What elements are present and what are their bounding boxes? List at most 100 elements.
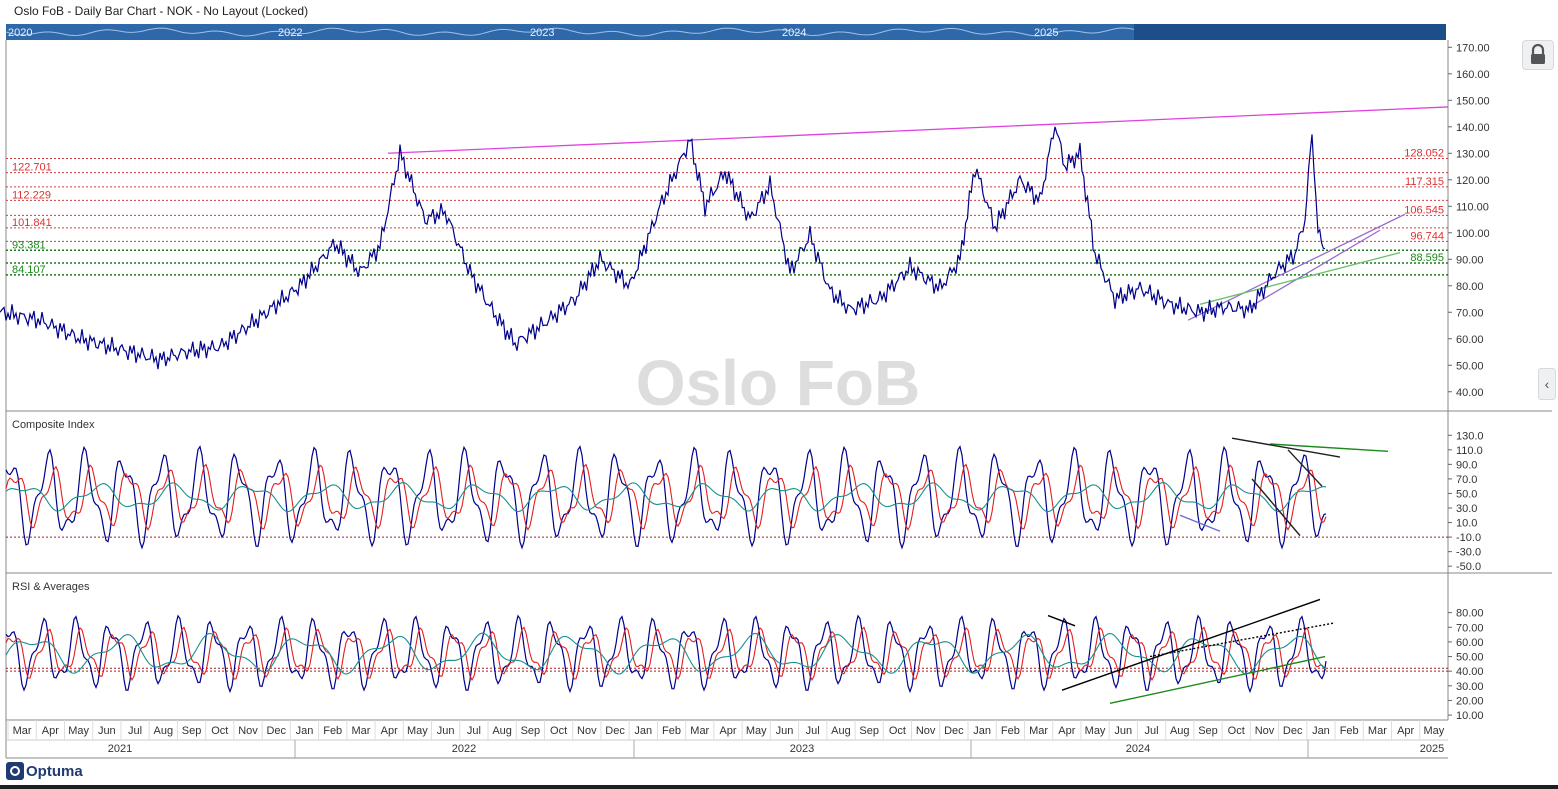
indicator-series-line <box>5 482 1327 513</box>
status-bar <box>0 785 1558 789</box>
x-tick-label: Dec <box>605 725 625 737</box>
x-tick-label: Feb <box>1001 725 1020 737</box>
y-tick-label: 130.0 <box>1456 430 1484 442</box>
navigator-year-label: 2024 <box>782 27 806 39</box>
level-label: 88.595 <box>1410 252 1444 264</box>
x-tick-label: Apr <box>719 725 736 737</box>
x-tick-label: Oct <box>1228 725 1245 737</box>
x-axis: Mar Apr May Jun Jul Aug Sep Oct Nov Dec Jan Feb Mar A… <box>7 720 1445 758</box>
composite-index-panel: 130.0 110.0 90.0 70.0 50.0 30.0 10.0 -10.0 -30.0… <box>5 430 1484 573</box>
x-tick-label: Jul <box>128 725 142 737</box>
x-tick-label: Aug <box>831 725 851 737</box>
y-tick-label: 100.00 <box>1456 228 1490 240</box>
indicator-series-line <box>5 614 1327 694</box>
composite-index-title: Composite Index <box>12 419 95 431</box>
y-tick-label: 140.00 <box>1456 122 1490 134</box>
x-tick-label: Oct <box>211 725 228 737</box>
trendline <box>1061 598 1321 691</box>
x-tick-label: Nov <box>1255 725 1275 737</box>
x-tick-label: Feb <box>662 725 681 737</box>
x-tick-label: Jan <box>296 725 314 737</box>
chevron-left-icon[interactable]: ‹ <box>1538 368 1556 400</box>
chart-area: Oslo FoB 170.00160.00150.00140.00130.001… <box>0 40 1552 759</box>
y-tick-label: 50.00 <box>1456 360 1484 372</box>
x-tick-label: Nov <box>916 725 936 737</box>
time-navigator[interactable]: 2020 2022 2023 2024 2025 <box>6 24 1446 40</box>
x-tick-label: May <box>68 725 89 737</box>
y-tick-label: 80.00 <box>1456 608 1484 620</box>
year-label: 2023 <box>790 743 814 755</box>
x-tick-label: Jan <box>634 725 652 737</box>
x-tick-label: Sep <box>859 725 879 737</box>
level-label: 106.545 <box>1404 204 1444 216</box>
x-tick-label: Sep <box>1198 725 1218 737</box>
x-tick-label: Aug <box>1170 725 1190 737</box>
y-tick-label: 40.00 <box>1456 387 1484 399</box>
x-tick-label: Apr <box>1058 725 1075 737</box>
x-tick-label: Oct <box>550 725 567 737</box>
level-label: 101.841 <box>12 217 52 229</box>
y-tick-label: 30.00 <box>1456 681 1484 693</box>
x-tick-label: Jun <box>437 725 455 737</box>
y-tick-label: 150.00 <box>1456 95 1490 107</box>
window-title: Oslo FoB - Daily Bar Chart - NOK - No La… <box>14 4 309 18</box>
year-label: 2022 <box>452 743 476 755</box>
year-label: 2024 <box>1126 743 1150 755</box>
x-tick-label: May <box>1423 725 1444 737</box>
y-tick-label: 110.0 <box>1456 445 1483 457</box>
watermark: Oslo FoB <box>636 347 920 419</box>
year-label: 2025 <box>1420 743 1444 755</box>
y-tick-label: 90.0 <box>1456 459 1477 471</box>
y-tick-label: 70.00 <box>1456 307 1484 319</box>
trendline <box>1179 514 1221 532</box>
indicator-series-line <box>5 632 1327 675</box>
level-label: 96.744 <box>1410 230 1444 242</box>
x-tick-label: Sep <box>521 725 541 737</box>
x-tick-label: Apr <box>42 725 59 737</box>
x-tick-label: Jul <box>467 725 481 737</box>
x-tick-label: Dec <box>944 725 964 737</box>
level-label: 84.107 <box>12 264 46 276</box>
y-tick-label: 170.00 <box>1456 42 1490 54</box>
navigator-year-label: 2022 <box>278 27 302 39</box>
y-tick-label: 120.00 <box>1456 175 1490 187</box>
y-tick-label: 60.00 <box>1456 637 1484 649</box>
y-tick-label: 80.00 <box>1456 281 1484 293</box>
lock-icon[interactable] <box>1522 40 1554 70</box>
trendline <box>1269 443 1389 452</box>
x-tick-label: Mar <box>1029 725 1048 737</box>
price-series-line <box>0 126 1326 370</box>
optuma-logo-icon <box>6 762 24 780</box>
navigator-year-label: 2023 <box>530 27 554 39</box>
x-tick-label: Apr <box>1397 725 1414 737</box>
x-tick-label: Jul <box>806 725 820 737</box>
y-tick-label: 30.0 <box>1456 503 1477 515</box>
y-tick-label: 10.0 <box>1456 518 1477 530</box>
x-tick-label: Aug <box>154 725 174 737</box>
x-tick-label: Feb <box>323 725 342 737</box>
y-tick-label: 40.00 <box>1456 666 1484 678</box>
level-label: 128.052 <box>1404 147 1444 159</box>
x-tick-label: May <box>746 725 767 737</box>
y-tick-label: 20.00 <box>1456 695 1484 707</box>
x-tick-label: Dec <box>266 725 286 737</box>
x-tick-label: Mar <box>13 725 32 737</box>
trendline <box>1109 655 1326 705</box>
x-tick-label: Apr <box>381 725 398 737</box>
x-tick-label: Jan <box>973 725 991 737</box>
y-tick-label: 50.0 <box>1456 488 1477 500</box>
x-tick-label: Jul <box>1144 725 1158 737</box>
trendline <box>1199 252 1401 305</box>
year-label: 2021 <box>108 743 132 755</box>
trendline <box>1231 437 1341 458</box>
indicator-series-line <box>5 626 1327 681</box>
optuma-logo: Optuma <box>6 762 83 780</box>
x-tick-label: Jan <box>1312 725 1330 737</box>
y-tick-label: 70.00 <box>1456 622 1484 634</box>
y-tick-label: 130.00 <box>1456 148 1490 160</box>
navigator-year-label: 2020 <box>8 27 32 39</box>
trendline <box>1251 478 1301 537</box>
x-tick-label: Mar <box>690 725 709 737</box>
x-tick-label: Jun <box>98 725 116 737</box>
x-tick-label: Dec <box>1283 725 1303 737</box>
